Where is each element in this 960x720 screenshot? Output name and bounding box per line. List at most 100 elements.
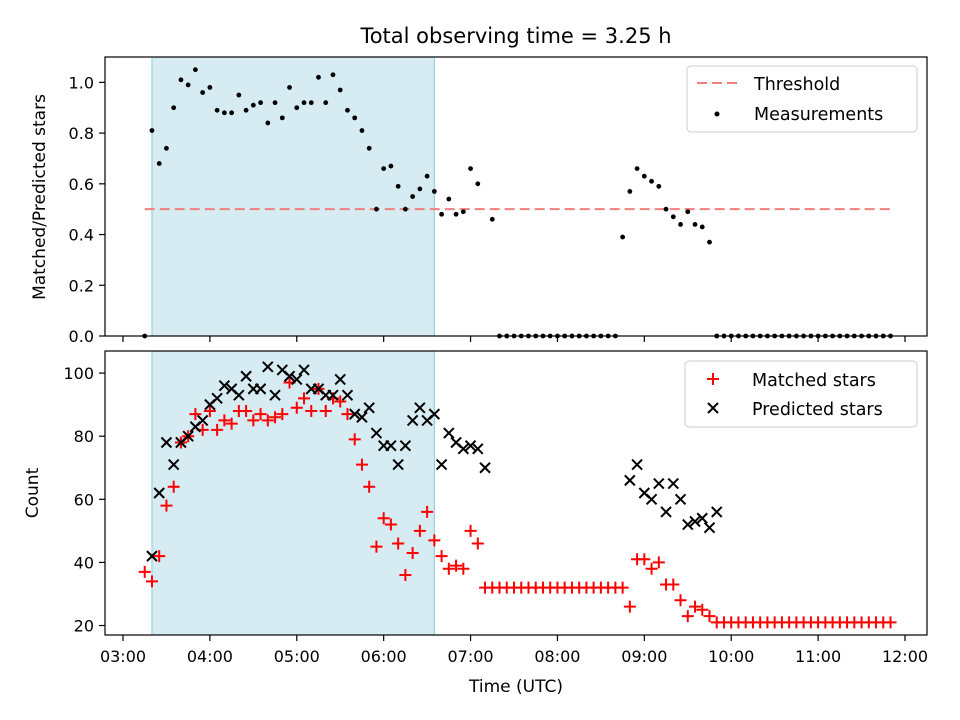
measurement-point [149, 128, 155, 133]
measurement-point [301, 100, 307, 106]
matched-star-point [261, 414, 274, 427]
matched-star-point [616, 581, 629, 594]
predicted-star-point [356, 411, 368, 423]
measurement-point [250, 102, 256, 108]
matched-star-point [667, 578, 680, 591]
matched-star-point [247, 414, 260, 427]
matched-star-point [428, 534, 441, 547]
bottom-legend-box [684, 360, 918, 428]
matched-star-point [652, 556, 665, 569]
predicted-star-point [645, 493, 658, 506]
x-tick-label: 03:00 [100, 647, 146, 666]
matched-star-point [269, 411, 282, 424]
matched-star-point [703, 610, 716, 623]
matched-star-point [167, 480, 180, 493]
matched-star-point [363, 480, 376, 493]
measurement-point [395, 183, 401, 189]
measurement-point [185, 82, 191, 88]
measurement-point [294, 105, 300, 111]
measurement-point [627, 189, 633, 194]
matched-star-point [645, 562, 658, 575]
measurement-point [243, 107, 249, 113]
top-highlight-span [151, 56, 435, 337]
predicted-star-point [363, 402, 375, 414]
legend-predicted-swatch [707, 402, 719, 414]
matched-star-point [457, 562, 470, 575]
matched-star-point [218, 414, 231, 427]
measurement-point [381, 166, 387, 172]
predicted-star-point [653, 477, 665, 490]
predicted-star-point [443, 427, 455, 439]
measurement-point [236, 92, 242, 98]
predicted-star-point [631, 458, 643, 471]
measurement-point [670, 214, 676, 220]
predicted-star-point [218, 380, 231, 392]
matched-star-point [696, 603, 709, 616]
predicted-star-point [414, 402, 426, 414]
top-y-tick-label: 0.6 [69, 175, 94, 194]
matched-star-point [298, 392, 311, 405]
bottom-y-ticks: 20 40 60 80 100 [63, 364, 105, 636]
predicted-star-point [182, 430, 194, 442]
predicted-star-point [385, 439, 397, 452]
matched-star-point [145, 575, 158, 588]
x-tick-label: 12:00 [882, 647, 928, 666]
matched-star-point [276, 408, 289, 421]
top-y-tick-label: 1.0 [69, 73, 94, 92]
measurement-point [641, 173, 647, 179]
measurement-point [337, 87, 343, 93]
measurement-point [316, 74, 321, 80]
measurement-point [417, 186, 423, 192]
matched-star-point [305, 404, 318, 417]
predicted-star-point [399, 439, 412, 452]
measurement-point [308, 100, 314, 106]
top-x-ticks [122, 336, 906, 342]
matched-star-point [442, 562, 455, 575]
measurement-point [265, 120, 271, 126]
matched-star-point [377, 512, 390, 525]
measurement-point [366, 145, 372, 151]
matched-star-point [211, 423, 224, 436]
predicted-star-point [703, 522, 716, 534]
measurement-point [345, 107, 350, 113]
measurement-point [214, 107, 220, 113]
top-y-tick-label: 0.0 [69, 327, 94, 346]
measurement-point [178, 77, 184, 83]
measurement-point [388, 163, 394, 169]
measurement-point [156, 161, 162, 166]
measurement-point [410, 194, 416, 199]
measurement-point [634, 166, 640, 172]
measurement-point [475, 181, 481, 187]
matched-star-point [392, 537, 405, 550]
measurement-point [446, 196, 452, 202]
bottom-highlight-span [151, 350, 435, 636]
x-tick-label: 09:00 [621, 647, 667, 666]
measurement-point [678, 222, 683, 227]
top-axes-frame [104, 56, 928, 337]
measurement-point [649, 178, 654, 184]
predicted-star-point [196, 414, 209, 427]
predicted-star-point [696, 512, 708, 524]
matched-star-point [189, 408, 202, 421]
bottom-panel: 20 40 60 80 100 03:00 04:00 05:00 06:00 07:00 08:… [23, 350, 928, 697]
measurement-point [352, 115, 358, 121]
predicted-star-point [370, 427, 383, 439]
predicted-star-point [674, 493, 687, 506]
measurement-point [323, 100, 329, 106]
legend-matched-swatch [707, 373, 719, 385]
matched-star-point [355, 458, 368, 471]
measurement-point [692, 222, 698, 227]
measurement-point [164, 145, 169, 151]
measurement-point [699, 224, 705, 230]
predicted-star-point [667, 477, 680, 490]
bottom-y-axis-label: Count [23, 467, 43, 518]
predicted-star-point [254, 383, 267, 395]
predicted-star-point [240, 370, 252, 382]
matched-star-point [225, 417, 238, 430]
matched-star-point [203, 404, 216, 417]
measurement-point [258, 100, 263, 106]
predicted-star-point [682, 518, 694, 531]
x-tick-label: 11:00 [795, 647, 841, 666]
x-tick-label: 07:00 [448, 647, 494, 666]
